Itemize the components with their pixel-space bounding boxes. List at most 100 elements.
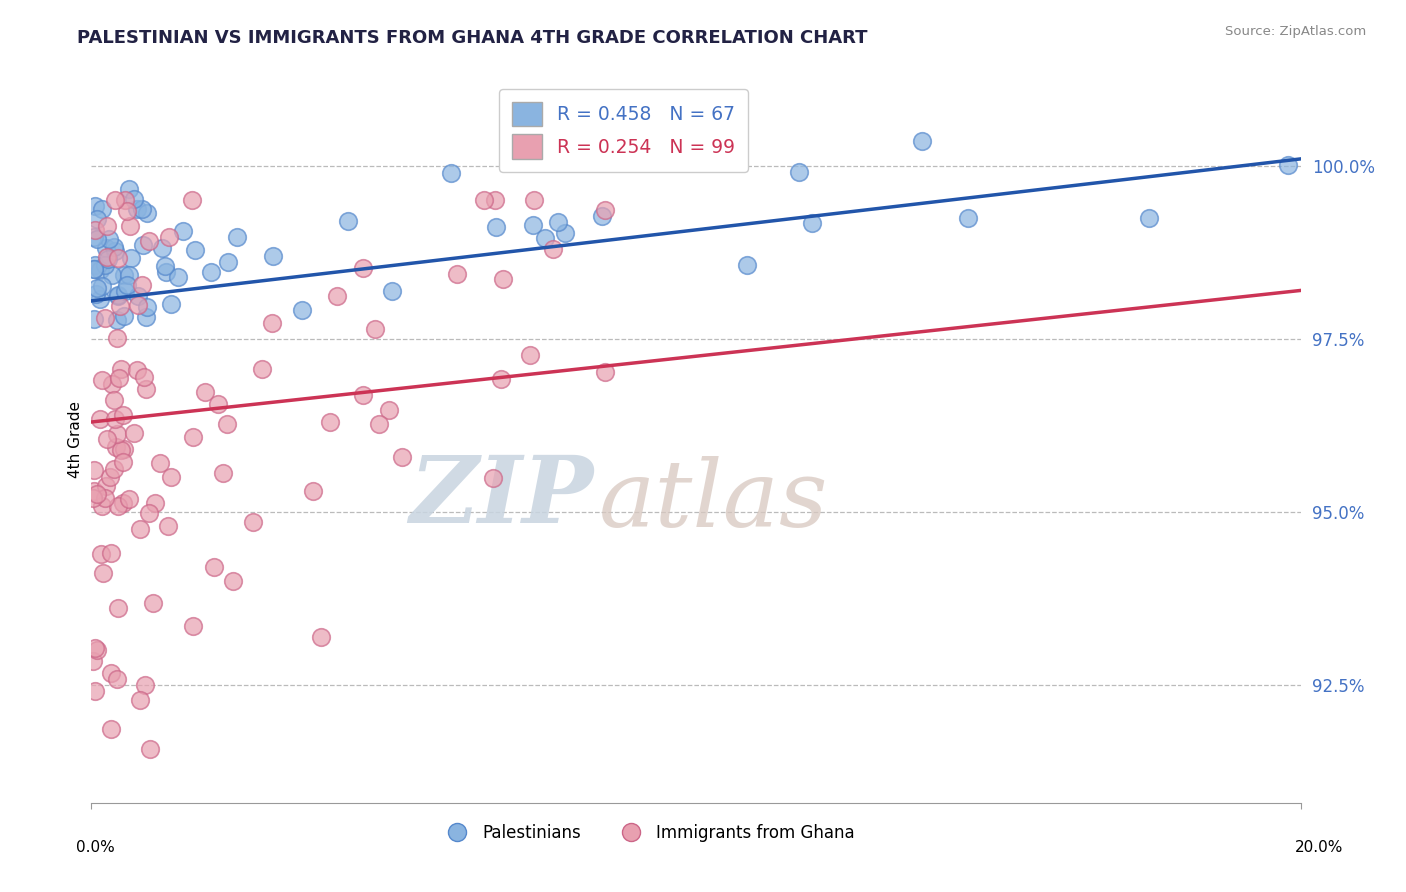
Point — [86, 281, 108, 295]
Point — [96, 219, 118, 233]
Point — [326, 289, 349, 303]
Point — [91, 500, 114, 514]
Point — [120, 251, 142, 265]
Point — [534, 231, 557, 245]
Point — [368, 417, 391, 431]
Point — [103, 393, 125, 408]
Point — [94, 491, 117, 505]
Point — [83, 484, 105, 499]
Point — [125, 362, 148, 376]
Point — [118, 268, 141, 282]
Point — [301, 483, 323, 498]
Point — [90, 279, 112, 293]
Point — [138, 506, 160, 520]
Point — [104, 194, 127, 208]
Text: 0.0%: 0.0% — [76, 840, 115, 855]
Point — [139, 741, 162, 756]
Point — [242, 515, 264, 529]
Point — [131, 277, 153, 292]
Point — [100, 546, 122, 560]
Point — [111, 409, 134, 423]
Point — [101, 268, 124, 282]
Point — [112, 268, 135, 283]
Point — [319, 415, 342, 429]
Point — [84, 286, 107, 301]
Point — [547, 215, 569, 229]
Point — [107, 289, 129, 303]
Point — [172, 224, 194, 238]
Point — [911, 134, 934, 148]
Point — [103, 462, 125, 476]
Point — [83, 199, 105, 213]
Point — [114, 194, 136, 208]
Point — [83, 262, 105, 277]
Point — [127, 289, 149, 303]
Point — [108, 299, 131, 313]
Point — [595, 202, 617, 217]
Point — [122, 425, 145, 440]
Point — [149, 456, 172, 470]
Legend: Palestinians, Immigrants from Ghana: Palestinians, Immigrants from Ghana — [434, 818, 862, 849]
Point — [150, 241, 173, 255]
Point — [114, 285, 136, 299]
Y-axis label: 4th Grade: 4th Grade — [67, 401, 83, 478]
Point — [166, 270, 188, 285]
Point — [484, 194, 506, 208]
Point — [84, 258, 107, 272]
Point — [202, 559, 225, 574]
Point — [82, 654, 104, 668]
Point — [86, 643, 108, 657]
Point — [212, 466, 235, 480]
Point — [311, 630, 333, 644]
Point — [97, 252, 120, 266]
Point — [100, 377, 122, 392]
Point — [336, 214, 359, 228]
Point — [155, 259, 177, 273]
Point — [105, 427, 128, 442]
Point — [83, 230, 105, 244]
Point — [89, 293, 111, 307]
Point — [83, 463, 105, 477]
Point — [86, 211, 108, 226]
Point — [523, 194, 546, 208]
Point — [134, 678, 156, 692]
Point — [98, 469, 121, 483]
Point — [181, 430, 204, 444]
Point — [136, 206, 159, 220]
Point — [482, 471, 505, 485]
Point — [956, 211, 979, 225]
Text: PALESTINIAN VS IMMIGRANTS FROM GHANA 4TH GRADE CORRELATION CHART: PALESTINIAN VS IMMIGRANTS FROM GHANA 4TH… — [77, 29, 868, 46]
Point — [446, 267, 468, 281]
Point — [226, 230, 249, 244]
Point — [554, 226, 576, 240]
Point — [381, 285, 404, 299]
Text: Source: ZipAtlas.com: Source: ZipAtlas.com — [1226, 25, 1367, 38]
Point — [112, 309, 135, 323]
Point — [83, 261, 105, 276]
Text: atlas: atlas — [599, 456, 828, 546]
Point — [128, 522, 150, 536]
Point — [181, 619, 204, 633]
Point — [132, 369, 155, 384]
Point — [96, 250, 118, 264]
Point — [127, 298, 149, 312]
Text: 20.0%: 20.0% — [1295, 840, 1343, 855]
Point — [472, 194, 495, 208]
Point — [136, 301, 159, 315]
Point — [200, 265, 222, 279]
Point — [104, 244, 127, 258]
Point — [157, 519, 180, 533]
Point — [90, 547, 112, 561]
Point — [1139, 211, 1161, 225]
Point — [789, 165, 811, 179]
Point — [135, 382, 157, 396]
Point — [112, 442, 135, 456]
Point — [93, 310, 115, 325]
Point — [800, 216, 823, 230]
Point — [90, 373, 112, 387]
Point — [440, 166, 463, 180]
Point — [160, 470, 183, 484]
Point — [96, 432, 118, 446]
Point — [111, 496, 134, 510]
Point — [485, 220, 508, 235]
